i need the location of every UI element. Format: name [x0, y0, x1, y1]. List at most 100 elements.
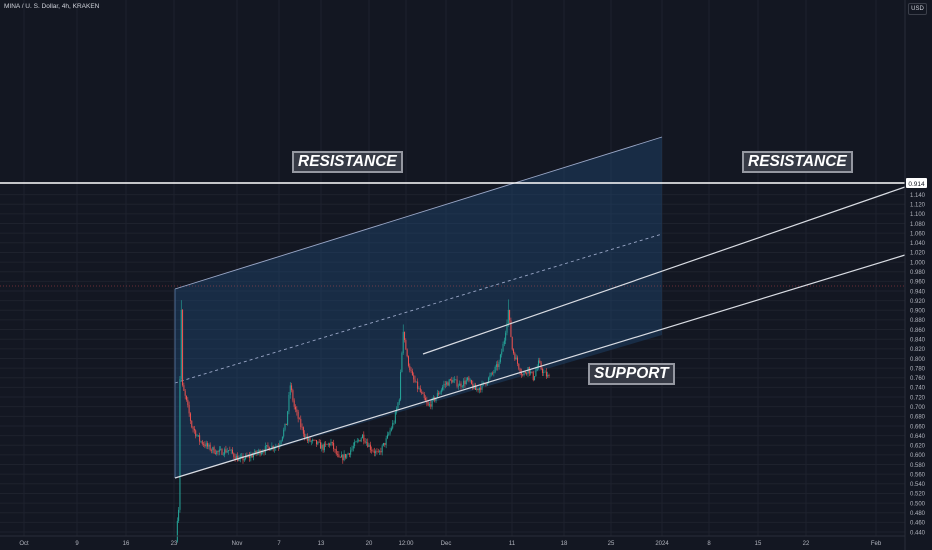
channel-mid-line: [174, 233, 663, 384]
candle-body: [285, 423, 287, 425]
candle-body: [317, 441, 319, 445]
candle-body: [438, 393, 440, 395]
candle-body: [490, 372, 492, 376]
candle-body: [335, 449, 337, 455]
candle-body: [233, 453, 235, 457]
y-tick-label: 0.880: [910, 318, 926, 324]
candle-body: [200, 441, 202, 442]
candle-body: [193, 428, 195, 431]
candle-body: [534, 376, 536, 381]
chart-grid: [0, 0, 905, 536]
candle-body: [302, 427, 304, 434]
candle-body: [365, 442, 367, 443]
candle-body: [354, 442, 356, 447]
candle-body: [492, 372, 494, 374]
candle-body: [413, 375, 415, 380]
candle-body: [295, 406, 297, 410]
candle-body: [340, 455, 342, 458]
channel-top-line: [174, 136, 663, 290]
candle-body: [245, 455, 247, 460]
candle-body: [209, 444, 211, 451]
y-tick-label: 0.540: [910, 482, 926, 488]
candle-body: [372, 450, 374, 452]
candle-body: [296, 409, 298, 412]
candle-body: [419, 388, 421, 392]
candle-body: [545, 371, 547, 377]
x-tick-label: 13: [318, 541, 325, 547]
resistance-label-left: RESISTANCE: [292, 151, 403, 173]
candle-body: [203, 443, 205, 445]
candle-body: [379, 451, 381, 452]
y-tick-label: 0.940: [910, 289, 926, 295]
candle-body: [260, 452, 262, 455]
candle-body: [498, 361, 500, 368]
channel-fill: [175, 137, 662, 478]
time-axis[interactable]: Oct 9 16 23 Nov 7 13 20 12:00 Dec 11 18 25 2024 8 15 22 F…: [19, 541, 882, 547]
candle-body: [522, 374, 524, 376]
candle-body: [488, 377, 490, 383]
candle-body: [326, 444, 328, 445]
candle-body: [252, 454, 254, 458]
currency-label[interactable]: USD: [908, 3, 927, 15]
candle-body: [283, 429, 285, 437]
candle-body: [514, 353, 516, 360]
candle-body: [329, 443, 331, 446]
candle-body: [304, 433, 306, 438]
candle-body: [411, 371, 413, 376]
candle-body: [513, 349, 515, 354]
candle-body: [350, 450, 352, 455]
candle-body: [182, 309, 184, 386]
x-tick-label: 22: [803, 541, 810, 547]
candle-body: [258, 450, 260, 453]
candle-body: [471, 380, 473, 384]
candle-body: [530, 371, 532, 374]
y-tick-label: 0.760: [910, 376, 926, 382]
candle-body: [477, 388, 479, 391]
candle-body: [452, 380, 454, 383]
y-tick-label: 0.560: [910, 472, 926, 478]
candle-body: [195, 430, 197, 437]
candle-body: [401, 353, 403, 373]
candle-body: [531, 371, 533, 373]
candle-body: [224, 449, 226, 455]
candle-body: [226, 451, 228, 453]
candle-body: [446, 382, 448, 385]
candle-body: [347, 453, 349, 455]
price-axis[interactable]: 0.440 0.460 0.480 0.500 0.520 0.540 0.560 0.580…: [910, 193, 926, 536]
y-tick-label: 1.100: [910, 212, 926, 218]
y-tick-label: 0.780: [910, 366, 926, 372]
candle-body: [463, 380, 465, 387]
candle-body: [431, 398, 433, 407]
candle-body: [404, 331, 406, 341]
candle-body: [386, 434, 388, 439]
candle-body: [189, 413, 191, 421]
candle-body: [535, 370, 537, 377]
candle-body: [541, 368, 543, 373]
x-tick-label: 16: [123, 541, 130, 547]
candle-body: [455, 379, 457, 381]
candle-body: [179, 378, 181, 510]
candle-body: [334, 449, 336, 450]
candle-body: [187, 399, 189, 406]
candle-body: [247, 455, 249, 457]
candle-body: [397, 402, 399, 409]
candle-body: [518, 363, 520, 369]
y-tick-label: 0.860: [910, 328, 926, 334]
candle-body: [229, 450, 231, 451]
x-tick-label: Nov: [232, 541, 243, 547]
candle-body: [330, 441, 332, 446]
candle-body: [351, 448, 353, 451]
candle-body: [373, 451, 375, 453]
candle-body: [235, 455, 237, 460]
candle-body: [380, 451, 382, 453]
candle-body: [406, 349, 408, 357]
x-tick-label: 7: [277, 541, 281, 547]
candle-body: [186, 395, 188, 400]
candle-body: [348, 453, 350, 455]
candle-body: [305, 436, 307, 438]
candle-body: [448, 379, 450, 386]
candle-body: [368, 444, 370, 447]
candle-body: [308, 438, 310, 441]
symbol-title[interactable]: MINA / U. S. Dollar, 4h, KRAKEN: [4, 3, 100, 10]
